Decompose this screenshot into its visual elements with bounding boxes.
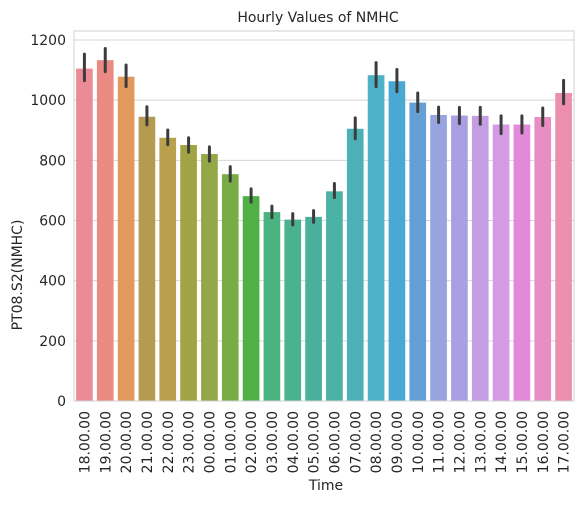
x-tick-label: 13.00.00	[473, 411, 489, 473]
bar-20.00.00	[117, 76, 135, 402]
x-tick-label: 01.00.00	[223, 411, 239, 473]
y-tick-label: 400	[39, 274, 66, 290]
bar-23.00.00	[180, 145, 197, 401]
x-tick-label: 19.00.00	[98, 411, 114, 473]
errorbars-layer	[82, 46, 566, 227]
y-tick-label: 600	[39, 214, 66, 230]
x-tick-label: 12.00.00	[452, 411, 468, 473]
grid-layer	[74, 39, 574, 402]
bar-06.00.00	[326, 191, 343, 401]
bar-17.00.00	[555, 92, 572, 402]
bar-00.00.00	[201, 154, 218, 401]
bar-12.00.00	[451, 115, 468, 402]
y-tick-labels: 0 200 400 600 800 1000 1200	[30, 33, 66, 410]
x-tick-label: 11.00.00	[432, 411, 448, 473]
x-tick-label: 09.00.00	[390, 411, 406, 473]
x-tick-label: 14.00.00	[494, 411, 510, 473]
x-tick-label: 20.00.00	[119, 411, 135, 473]
y-axis-label: PT08.S2(NMHC)	[10, 220, 26, 331]
y-tick-label: 200	[39, 334, 66, 350]
bar-16.00.00	[534, 117, 552, 401]
x-tick-label: 17.00.00	[557, 411, 573, 473]
x-tick-label: 16.00.00	[536, 411, 552, 473]
x-tick-label: 21.00.00	[140, 411, 156, 473]
x-tick-label: 02.00.00	[244, 411, 260, 473]
x-tick-label: 07.00.00	[348, 411, 364, 473]
y-tick-label: 1000	[30, 93, 66, 109]
bar-15.00.00	[513, 124, 531, 401]
bar-14.00.00	[492, 124, 510, 401]
bar-19.00.00	[96, 60, 114, 401]
y-tick-label: 0	[57, 394, 66, 410]
bar-04.00.00	[284, 219, 302, 401]
bars-layer	[76, 60, 572, 402]
bar-09.00.00	[388, 81, 406, 401]
bar-11.00.00	[430, 114, 447, 402]
bar-03.00.00	[263, 212, 281, 401]
x-tick-label: 15.00.00	[515, 411, 531, 473]
bar-10.00.00	[409, 102, 427, 401]
bar-07.00.00	[346, 128, 364, 401]
y-tick-label: 800	[39, 153, 66, 169]
plot-frame	[73, 30, 575, 402]
bar-13.00.00	[471, 115, 489, 401]
x-tick-label: 10.00.00	[411, 411, 427, 473]
x-tick-label: 00.00.00	[202, 411, 218, 473]
x-tick-label: 23.00.00	[182, 411, 198, 473]
x-axis-label: Time	[308, 478, 343, 494]
x-tick-label: 22.00.00	[161, 411, 177, 473]
x-tick-label: 08.00.00	[369, 411, 385, 473]
bar-02.00.00	[242, 196, 260, 401]
bar-08.00.00	[367, 75, 385, 401]
bar-18.00.00	[76, 68, 93, 401]
x-tick-label: 03.00.00	[265, 411, 281, 473]
x-tick-labels: 18.00.00 19.00.00 20.00.00 21.00.00 22.00.00…	[77, 411, 572, 473]
bar-05.00.00	[305, 216, 322, 401]
y-tick-label: 1200	[30, 33, 66, 49]
bar-01.00.00	[221, 174, 239, 401]
bar-22.00.00	[159, 137, 177, 401]
x-tick-label: 05.00.00	[307, 411, 323, 473]
x-tick-label: 18.00.00	[77, 411, 93, 473]
x-tick-label: 06.00.00	[327, 411, 343, 473]
bar-21.00.00	[138, 116, 156, 402]
chart-title: Hourly Values of NMHC	[237, 10, 399, 26]
x-tick-label: 04.00.00	[286, 411, 302, 473]
